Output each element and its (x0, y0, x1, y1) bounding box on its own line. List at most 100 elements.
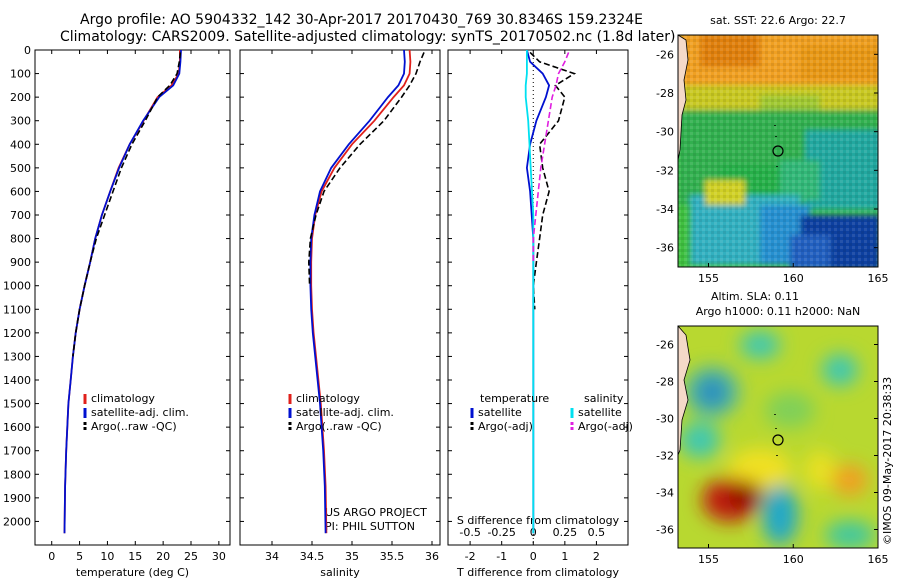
temperature-xlabel: temperature (deg C) (76, 566, 189, 579)
difference-xlabel: T difference from climatology (456, 566, 619, 579)
depth-tick-label: 200 (10, 91, 31, 104)
sla_map-xtick-label: 155 (698, 553, 719, 566)
temperature-legend-label: satellite-adj. clim. (91, 406, 189, 419)
salinity-legend-label: Argo(..raw -QC) (296, 420, 382, 433)
difference-series-1 (529, 51, 577, 310)
difference-axes (447, 49, 629, 546)
sla_map-ytick-label: -30 (656, 413, 674, 426)
depth-tick-label: 1100 (3, 303, 31, 316)
profile-curves (63, 50, 577, 545)
sla_map-ytick-label: -32 (656, 450, 674, 463)
depth-tick-label: 1200 (3, 327, 31, 340)
figure-title-line1: Argo profile: AO 5904332_142 30-Apr-2017… (80, 12, 644, 28)
salinity-series-0 (310, 50, 412, 534)
temperature-xtick-label: 5 (76, 550, 83, 563)
difference-xtick-label: -1 (496, 550, 507, 563)
depth-tick-label: 1400 (3, 374, 31, 387)
salinity-axes (239, 49, 441, 546)
sla-map-title-line2: Argo h1000: 0.11 h2000: NaN (696, 305, 861, 318)
depth-tick-label: 0 (24, 44, 31, 57)
difference-xtick-label: 1 (561, 550, 568, 563)
sla-map-frame (677, 325, 879, 549)
temperature-series-group (63, 50, 182, 534)
s-diff-xlabel: S difference from climatology (457, 514, 620, 527)
sst-argo-position (772, 145, 784, 157)
s-diff-tick-label: -0.25 (487, 526, 515, 539)
sla_map-xtick-label: 165 (868, 553, 889, 566)
difference-legend-label: Argo(-adj) (478, 420, 533, 433)
difference-series-group (524, 50, 577, 534)
temperature-legend-label: climatology (91, 392, 155, 405)
sst_map-ytick-label: -30 (656, 126, 674, 139)
depth-tick-label: 1300 (3, 350, 31, 363)
depth-tick-label: 1800 (3, 468, 31, 481)
sla_map-ytick-label: -34 (656, 487, 674, 500)
depth-tick-label: 800 (10, 233, 31, 246)
salinity-series-2 (307, 52, 425, 286)
project-line1: US ARGO PROJECT (325, 506, 427, 519)
depth-tick-label: 1900 (3, 492, 31, 505)
difference-series-0 (525, 50, 551, 534)
difference-legend-label: satellite (578, 406, 622, 419)
legend-header-temperature: temperature (480, 392, 549, 405)
legend-header-salinity: salinity (584, 392, 624, 405)
depth-tick-label: 100 (10, 68, 31, 81)
depth-tick-label: 900 (10, 256, 31, 269)
sst_map-xtick-label: 155 (698, 272, 719, 285)
depth-tick-label: 1700 (3, 445, 31, 458)
salinity-legend-label: climatology (296, 392, 360, 405)
temperature-xtick-label: 30 (212, 550, 226, 563)
difference-legend-label: Argo(-adj) (578, 420, 633, 433)
salinity-xtick-label: 36 (425, 550, 439, 563)
salinity-xlabel: salinity (320, 566, 360, 579)
salinity-xtick-label: 35 (345, 550, 359, 563)
sla_map-xtick-label: 160 (783, 553, 804, 566)
depth-tick-label: 1000 (3, 280, 31, 293)
depth-tick-label: 700 (10, 209, 31, 222)
difference-xtick-label: 2 (593, 550, 600, 563)
difference-xtick-label: 0 (530, 550, 537, 563)
salinity-xtick-label: 34.5 (300, 550, 325, 563)
sst_map-ytick-label: -36 (656, 242, 674, 255)
sst_map-ytick-label: -28 (656, 87, 674, 100)
sst_map-ytick-label: -26 (656, 48, 674, 61)
difference-xtick-label: -2 (465, 550, 476, 563)
salinity-xtick-label: 35.5 (380, 550, 405, 563)
sla-map (678, 326, 878, 548)
s-diff-tick-label: 0.5 (588, 526, 606, 539)
sst_map-xtick-label: 160 (783, 272, 804, 285)
sla-map-title-line1: Altim. SLA: 0.11 (711, 290, 799, 303)
salinity-series-1 (309, 50, 406, 534)
sst_map-xtick-label: 165 (868, 272, 889, 285)
salinity-series-group (307, 50, 425, 534)
temperature-axes (34, 49, 231, 546)
difference-series-3 (532, 52, 570, 263)
temperature-xtick-label: 20 (156, 550, 170, 563)
salinity-legend-label: satellite-adj. clim. (296, 406, 394, 419)
temperature-series-1 (63, 50, 182, 534)
temperature-xtick-label: 10 (100, 550, 114, 563)
temperature-xtick-label: 25 (184, 550, 198, 563)
project-line2: PI: PHIL SUTTON (325, 520, 415, 533)
sla_map-ytick-label: -26 (656, 339, 674, 352)
s-diff-tick-label: -0.5 (459, 526, 480, 539)
depth-tick-label: 600 (10, 185, 31, 198)
depth-tick-label: 300 (10, 115, 31, 128)
s-diff-tick-label: 0.25 (553, 526, 578, 539)
sst_map-ytick-label: -34 (656, 203, 674, 216)
depth-tick-label: 400 (10, 138, 31, 151)
sst-map-frame (677, 34, 879, 268)
temperature-legend-label: Argo(..raw -QC) (91, 420, 177, 433)
difference-series-2 (524, 50, 535, 534)
depth-tick-label: 2000 (3, 515, 31, 528)
salinity-xtick-label: 34 (265, 550, 279, 563)
sst_map-ytick-label: -32 (656, 164, 674, 177)
side-credit: ©IMOS 09-May-2017 20:38:33 (881, 377, 894, 545)
temperature-xtick-label: 0 (48, 550, 55, 563)
sst-map-title: sat. SST: 22.6 Argo: 22.7 (710, 14, 846, 27)
sla_map-ytick-label: -36 (656, 524, 674, 537)
sla-argo-position (772, 434, 784, 446)
sst-map (678, 35, 878, 267)
